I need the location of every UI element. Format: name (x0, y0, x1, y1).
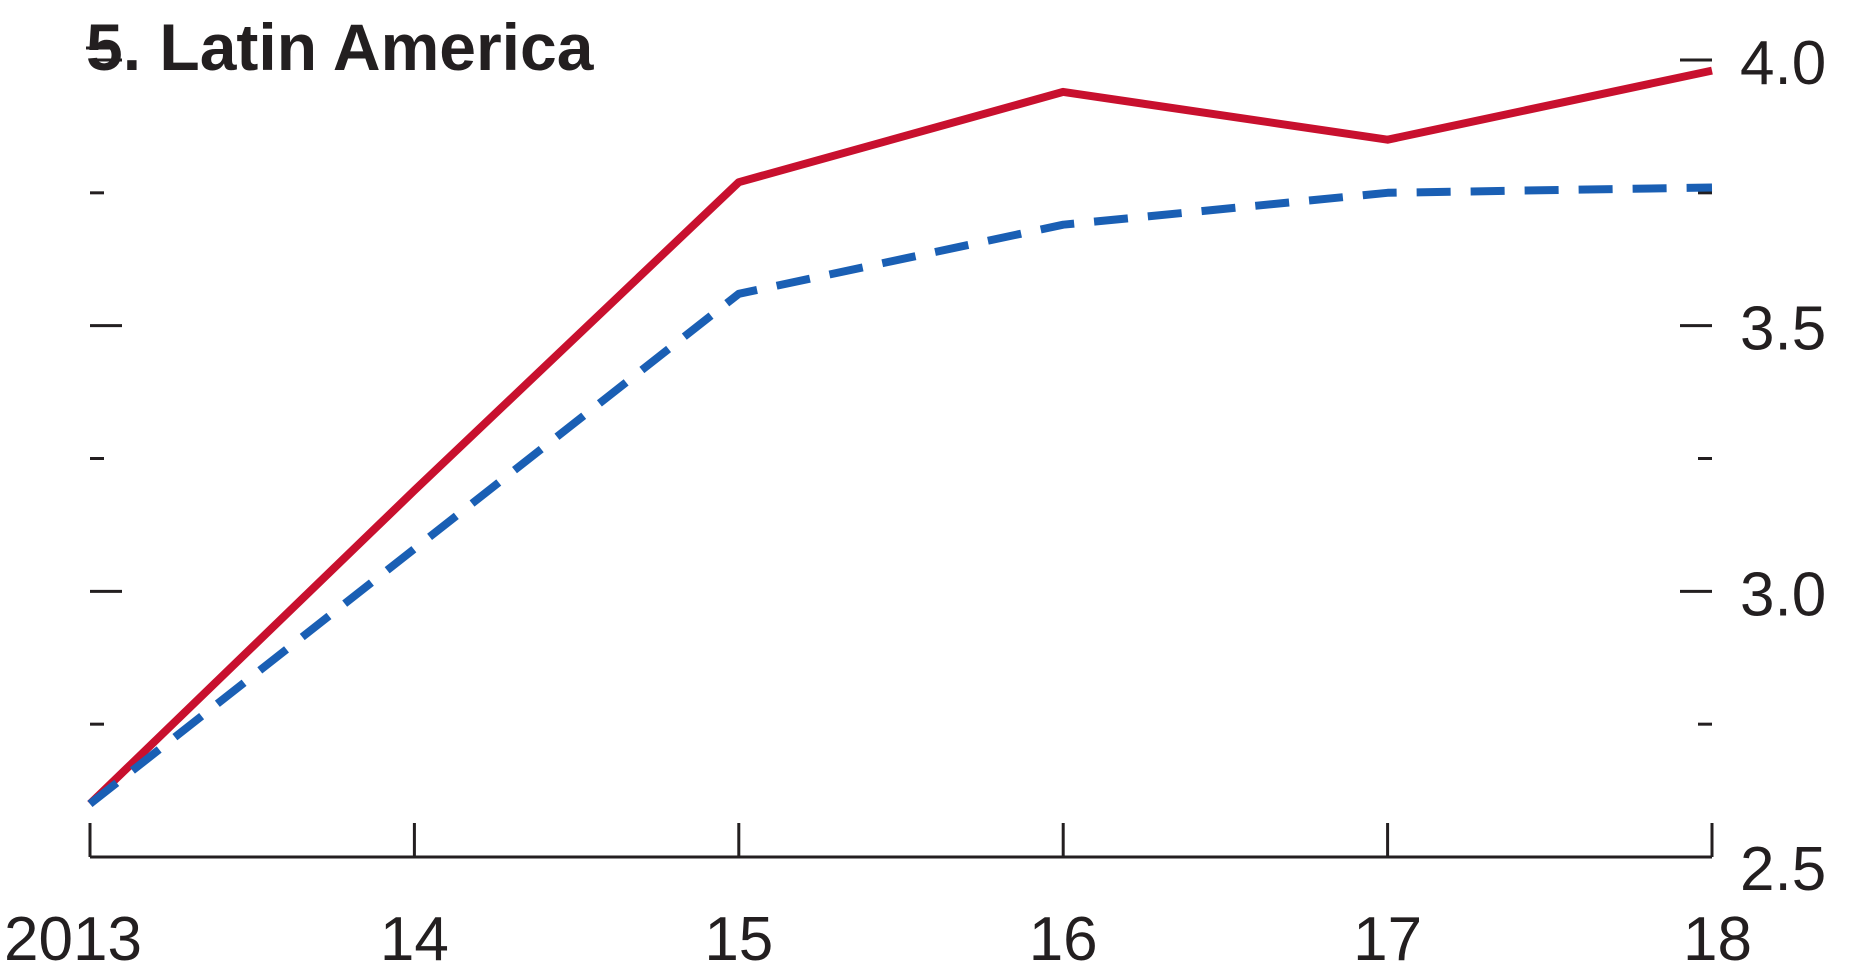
chart-title: 5. Latin America (86, 10, 595, 84)
series-line-1 (87, 66, 1713, 807)
series-layer (87, 66, 1713, 808)
x-tick-label: 14 (380, 905, 449, 963)
series-line-2 (87, 183, 1713, 808)
x-tick-label: 17 (1353, 905, 1422, 963)
chart-frame (88, 58, 1714, 859)
labels-layer: 2013 14 15 16 17 18 4.0 3.5 3.0 2.5 (4, 29, 1826, 963)
y-tick-label: 2.5 (1740, 835, 1826, 904)
x-tick-label: 18 (1683, 905, 1752, 963)
x-tick-label: 2013 (4, 905, 142, 963)
x-tick-label: 16 (1029, 905, 1098, 963)
y-tick-label: 4.0 (1740, 29, 1826, 98)
y-tick-label: 3.5 (1740, 295, 1826, 364)
y-tick-label: 3.0 (1740, 560, 1826, 629)
x-tick-label: 15 (704, 905, 773, 963)
